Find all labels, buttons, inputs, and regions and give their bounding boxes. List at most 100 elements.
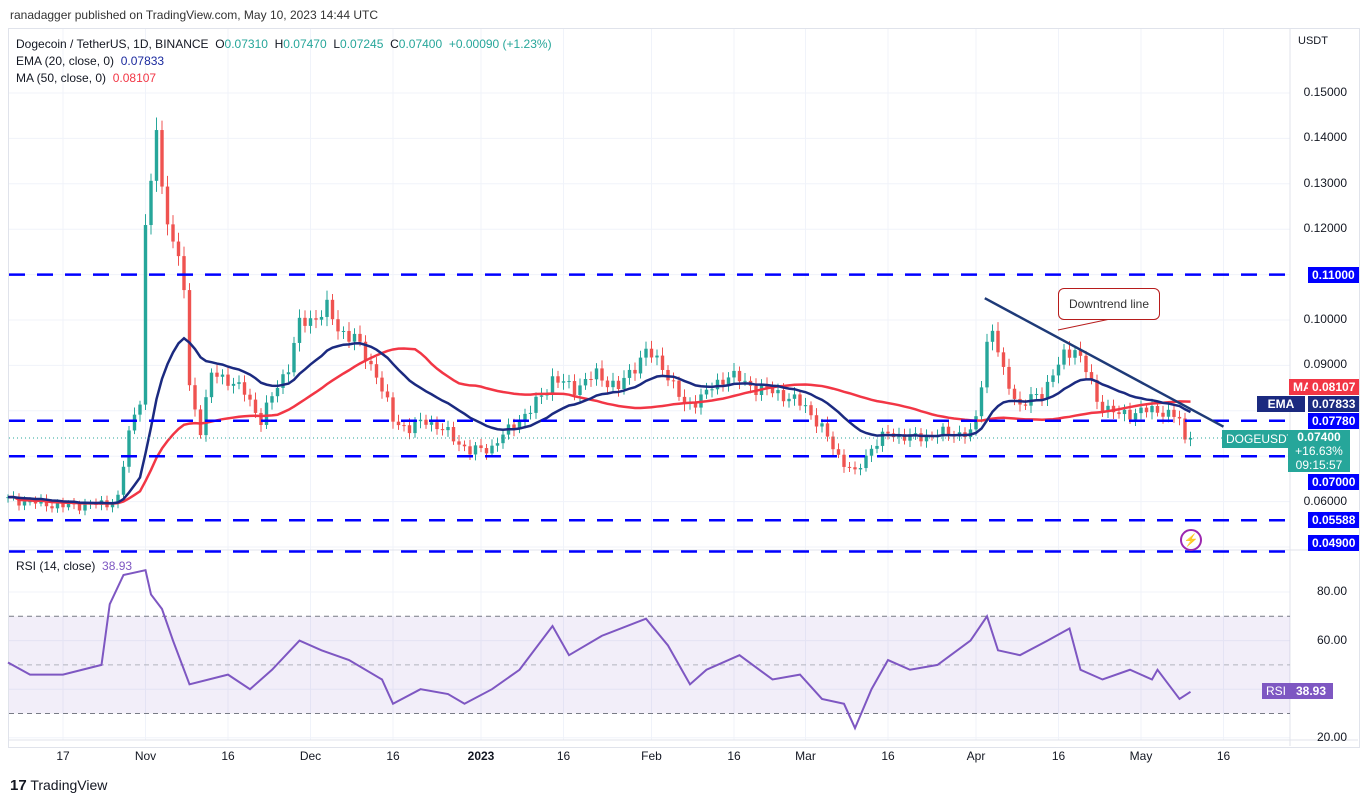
candle-body: [693, 402, 698, 408]
candle-body: [248, 394, 252, 400]
time-tick: 16: [386, 749, 400, 763]
candle-body: [1045, 381, 1050, 400]
candle-body: [462, 444, 467, 447]
low-value: 0.07245: [340, 37, 384, 51]
candle-body: [924, 435, 929, 442]
candle-body: [369, 360, 373, 365]
candle-body: [1128, 409, 1132, 420]
candle-body: [363, 341, 368, 361]
candle-body: [572, 381, 577, 395]
ema-legend[interactable]: EMA (20, close, 0): [16, 54, 115, 68]
time-tick: 17: [56, 749, 70, 763]
candle-body: [567, 381, 571, 383]
candle-body: [715, 379, 720, 390]
candle-body: [1150, 406, 1154, 413]
candle-body: [1040, 394, 1044, 400]
candle-body: [1067, 349, 1072, 358]
rsi-legend[interactable]: RSI (14, close) 38.93: [16, 559, 132, 573]
candle-body: [77, 503, 82, 511]
annotation-pointer: [1057, 317, 1116, 331]
footer-brand: TradingView: [30, 777, 108, 793]
candle-body: [578, 385, 582, 395]
candle-body: [743, 380, 747, 382]
price-tick: 0.10000: [1303, 312, 1347, 326]
open-label: O: [215, 37, 225, 51]
candle-body: [704, 389, 709, 395]
candle-body: [677, 380, 681, 397]
candle-body: [396, 421, 401, 426]
candle-body: [17, 496, 21, 506]
ema-price-tag: 0.07833: [1308, 396, 1360, 412]
last-change-percent: +16.63%: [1295, 444, 1343, 458]
time-tick: Dec: [299, 749, 322, 763]
candle-body: [1056, 364, 1061, 376]
candle-body: [165, 186, 170, 225]
candle-body: [402, 425, 406, 427]
candle-body: [946, 426, 951, 435]
candle-body: [325, 299, 329, 317]
close-label: C: [390, 37, 399, 51]
candle-body: [880, 431, 885, 446]
ma-legend-value: 0.08107: [112, 71, 157, 85]
candle-body: [193, 385, 197, 410]
candle-body: [374, 364, 379, 378]
candle-body: [941, 426, 945, 437]
candle-body: [215, 372, 219, 377]
candle-body: [985, 341, 989, 388]
candle-body: [209, 372, 214, 398]
candle-body: [407, 425, 412, 434]
chart-legend: Dogecoin / TetherUS, 1D, BINANCE O0.0731…: [16, 36, 552, 87]
candle-body: [479, 445, 483, 449]
candle-body: [1001, 352, 1006, 367]
candle-body: [583, 379, 588, 386]
candle-body: [451, 427, 456, 442]
price-tick: 0.14000: [1303, 130, 1347, 145]
symbol-title[interactable]: Dogecoin / TetherUS, 1D, BINANCE: [16, 37, 209, 51]
candle-body: [138, 404, 142, 415]
downtrend-annotation[interactable]: Downtrend line: [1058, 288, 1160, 320]
candle-body: [814, 415, 819, 427]
candle-body: [820, 423, 824, 427]
low-label: L: [333, 37, 341, 51]
candle-body: [787, 398, 791, 402]
candle-body: [732, 370, 736, 378]
candle-body: [655, 355, 659, 358]
time-tick: Nov: [134, 749, 157, 763]
candle-body: [259, 412, 263, 425]
candle-body: [798, 394, 802, 406]
rsi-legend-value: 38.93: [102, 559, 133, 573]
candle-body: [457, 441, 461, 445]
candle-body: [1139, 407, 1143, 414]
candle-body: [264, 402, 269, 425]
candle-body: [974, 416, 978, 430]
candle-body: [440, 429, 445, 431]
candle-body: [292, 342, 296, 373]
candle-body: [127, 430, 131, 467]
candle-body: [484, 448, 489, 454]
candle-body: [1007, 366, 1011, 389]
candle-body: [187, 290, 192, 386]
time-tick: 16: [1051, 749, 1066, 763]
candle-body: [842, 454, 846, 467]
candle-body: [1100, 401, 1105, 412]
candle-body: [182, 256, 186, 291]
candle-body: [55, 503, 60, 509]
candle-body: [886, 431, 890, 434]
ma-legend[interactable]: MA (50, close, 0): [16, 71, 107, 85]
candle-body: [512, 424, 516, 430]
candle-body: [605, 380, 610, 388]
candle-body: [644, 348, 648, 358]
candle-body: [1172, 409, 1176, 417]
lightning-icon[interactable]: ⚡: [1180, 529, 1202, 551]
time-tick: 16: [556, 749, 571, 763]
candle-body: [468, 446, 472, 455]
level-tag-07000: 0.07000: [1308, 474, 1360, 490]
candle-body: [853, 467, 857, 470]
tradingview-logo[interactable]: 17 TradingView: [10, 777, 108, 794]
symbol-tag: DOGEUSDT: [1222, 430, 1299, 448]
candle-body: [242, 382, 247, 395]
candle-body: [831, 436, 835, 450]
candle-body: [352, 333, 357, 342]
candle-body: [996, 330, 1000, 353]
